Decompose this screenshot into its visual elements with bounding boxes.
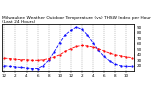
Text: Milwaukee Weather Outdoor Temperature (vs) THSW Index per Hour (Last 24 Hours): Milwaukee Weather Outdoor Temperature (v… <box>2 16 150 24</box>
